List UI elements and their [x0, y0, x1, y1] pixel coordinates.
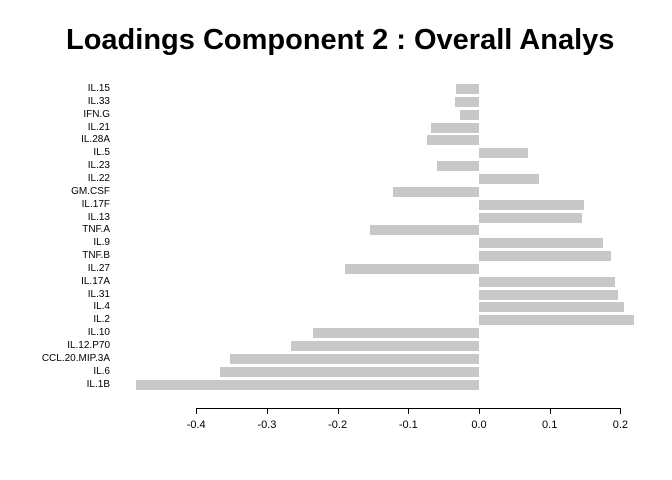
x-axis-tick — [620, 408, 622, 414]
y-axis-label: IL.28A — [81, 134, 110, 146]
x-axis-tick — [479, 408, 480, 414]
y-axis-label: CCL.20.MIP.3A — [41, 352, 110, 364]
bar-IL.10 — [312, 328, 479, 339]
bar-IL.23 — [436, 161, 479, 172]
bar-IL.1B — [136, 379, 479, 390]
y-axis-label: IFN.G — [83, 108, 110, 120]
y-axis-label: IL.17A — [81, 275, 110, 287]
bar-IL.17F — [479, 199, 585, 210]
bar-IL.33 — [454, 96, 479, 107]
bar-IL.17A — [479, 276, 616, 287]
x-axis-tick — [549, 408, 551, 414]
x-axis-tick-label: -0.4 — [186, 419, 206, 431]
y-axis-label: TNF.B — [82, 250, 110, 262]
x-axis-line — [196, 408, 621, 409]
x-axis-tick — [408, 408, 410, 414]
bar-IL.12.P70 — [290, 341, 479, 351]
bar-IL.31 — [479, 289, 619, 300]
x-axis-tick — [196, 408, 198, 414]
bar-CCL.20.MIP.3A — [230, 353, 479, 364]
x-axis-tick-label: 0.0 — [471, 419, 487, 431]
y-axis-label: IL.6 — [93, 365, 110, 377]
y-axis-label: IL.1B — [86, 378, 110, 390]
x-axis-tick — [337, 408, 339, 414]
y-axis-label: IL.10 — [87, 327, 110, 339]
bar-IL.5 — [479, 148, 528, 159]
bar-IL.13 — [479, 212, 583, 223]
y-axis-label: IL.9 — [93, 237, 110, 249]
bar-TNF.B — [479, 251, 612, 262]
bar-IL.6 — [220, 366, 479, 377]
y-axis-label: IL.31 — [87, 288, 110, 300]
y-axis-label: IL.15 — [87, 83, 110, 94]
y-axis-label: IL.4 — [93, 301, 110, 313]
y-axis-label: IL.21 — [87, 121, 110, 133]
x-axis-tick-label: -0.1 — [398, 419, 418, 431]
y-axis-label: IL.23 — [87, 160, 110, 172]
bar-IL.27 — [344, 263, 479, 274]
bar-IL.2 — [479, 315, 634, 326]
chart-title: Loadings Component 2 : Overall Analys — [66, 24, 615, 56]
bar-IL.22 — [479, 173, 540, 184]
bar-IL.9 — [479, 238, 604, 249]
bar-GM.CSF — [393, 186, 479, 197]
y-axis-label: TNF.A — [82, 224, 110, 236]
y-axis-label: GM.CSF — [71, 185, 110, 197]
bar-IL.28A — [427, 135, 479, 146]
y-axis-label: IL.33 — [87, 95, 110, 107]
x-axis-tick — [266, 408, 268, 414]
y-axis-label: IL.17F — [81, 198, 110, 210]
y-axis-label: IL.12.P70 — [67, 340, 110, 351]
bar-TNF.A — [370, 225, 479, 236]
x-axis-tick-label: 0.1 — [542, 419, 558, 431]
bar-IL.15 — [455, 84, 479, 94]
y-axis-label: IL.5 — [93, 147, 110, 159]
bar-IL.4 — [479, 302, 624, 313]
bar-IFN.G — [459, 109, 479, 120]
bar-IL.21 — [430, 122, 479, 133]
y-axis-label: IL.13 — [87, 211, 110, 223]
x-axis-tick-label: 0.2 — [612, 419, 629, 431]
y-axis-label: IL.27 — [87, 262, 110, 274]
x-axis-tick-label: -0.3 — [257, 419, 277, 431]
x-axis-tick-label: -0.2 — [328, 419, 348, 431]
y-axis-label: IL.22 — [87, 172, 110, 184]
y-axis-label: IL.2 — [93, 314, 110, 326]
